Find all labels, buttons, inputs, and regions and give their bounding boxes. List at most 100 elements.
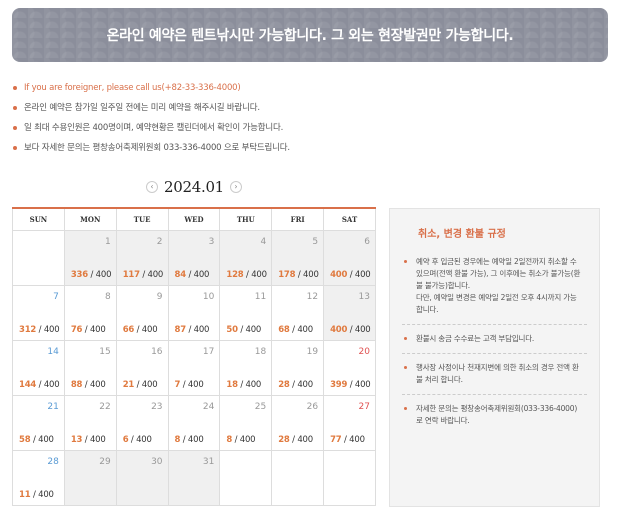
booked-count: 84 [174, 269, 187, 280]
weekday-header: SAT [323, 207, 376, 231]
count-separator: / [237, 379, 246, 390]
calendar-day-cell[interactable]: 11 50 / 400 [219, 284, 273, 341]
max-capacity: 400 [251, 269, 267, 280]
calendar-day-cell[interactable]: 21 58 / 400 [12, 394, 65, 451]
day-number: 25 [254, 401, 267, 412]
calendar-day-cell[interactable]: 6 400 / 400 [323, 229, 376, 286]
calendar-day-cell[interactable]: 15 88 / 400 [63, 339, 117, 396]
max-capacity: 400 [89, 434, 106, 445]
booked-count: 7 [174, 379, 181, 390]
max-capacity: 400 [354, 379, 371, 390]
bullet-icon [13, 86, 17, 90]
booked-count: 28 [278, 434, 290, 445]
booked-count: 399 [330, 379, 348, 390]
count-separator: / [82, 434, 90, 445]
count-separator: / [30, 434, 39, 445]
bullet-icon [404, 407, 407, 410]
count-separator: / [134, 324, 142, 335]
count-separator: / [185, 269, 194, 280]
count-separator: / [341, 434, 350, 445]
max-capacity: 400 [187, 434, 204, 445]
weekday-header: SUN [12, 207, 65, 231]
booked-count: 21 [122, 379, 135, 390]
max-capacity: 400 [297, 434, 313, 445]
calendar-day-cell[interactable]: 3 84 / 400 [167, 229, 221, 286]
calendar-day-cell[interactable]: 17 7 / 400 [167, 339, 221, 396]
booked-count: 66 [122, 324, 135, 335]
booked-count: 50 [226, 324, 238, 335]
policy-title: 취소, 변경 환불 규정 [418, 229, 506, 240]
max-capacity: 400 [187, 379, 204, 390]
calendar-day-cell[interactable]: 14 144 / 400 [12, 339, 65, 396]
calendar-day-cell[interactable]: 19 28 / 400 [271, 339, 325, 396]
count-separator: / [237, 324, 246, 335]
max-capacity: 400 [89, 324, 106, 335]
calendar-day-cell[interactable]: 10 87 / 400 [167, 284, 221, 341]
prev-month-button[interactable]: ‹ [146, 181, 158, 193]
reservation-calendar: SUN MON TUE WED THU FRI SAT 1 336 / 400 2 117 / 4… [12, 207, 376, 506]
booking-count: 68 / 400 [278, 325, 313, 335]
booked-count: 400 [330, 269, 348, 280]
calendar-day-cell[interactable]: 27 77 / 400 [323, 394, 376, 451]
max-capacity: 400 [38, 434, 54, 445]
day-number: 15 [99, 346, 111, 357]
max-capacity: 400 [136, 434, 152, 445]
calendar-day-cell[interactable]: 8 76 / 400 [63, 284, 117, 341]
calendar-day-cell[interactable]: 9 66 / 400 [115, 284, 169, 341]
weekday-header: FRI [271, 207, 325, 231]
max-capacity: 400 [297, 379, 313, 390]
day-number: 24 [202, 401, 215, 412]
calendar-day-cell[interactable]: 1 336 / 400 [63, 229, 117, 286]
calendar-day-cell[interactable]: 2 117 / 400 [115, 229, 169, 286]
notice-list: If you are foreigner, please call us(+82… [12, 82, 592, 162]
booked-count: 336 [70, 269, 88, 280]
day-number: 27 [358, 401, 370, 412]
month-label: 2024.01 [164, 178, 224, 196]
max-capacity: 400 [245, 324, 262, 335]
booking-count: 18 / 400 [226, 380, 261, 390]
notice-banner: 온라인 예약은 텐트낚시만 가능합니다. 그 외는 현장발권만 가능합니다. [12, 8, 608, 62]
refund-policy-box: 취소, 변경 환불 규정 예약 후 입금된 경우에는 예약일 2일전까지 취소할… [389, 208, 600, 507]
count-separator: / [180, 434, 188, 445]
next-month-button[interactable]: › [229, 181, 242, 193]
calendar-day-cell[interactable]: 26 28 / 400 [271, 394, 325, 451]
calendar-day-cell[interactable]: 4 128 / 400 [219, 229, 273, 286]
empty-day-cell [323, 449, 376, 506]
booking-count: 336 / 400 [70, 269, 112, 280]
calendar-day-cell[interactable]: 13 400 / 400 [323, 284, 376, 341]
day-number: 30 [151, 456, 163, 467]
day-number: 22 [99, 401, 111, 412]
booking-count: 84 / 400 [175, 270, 210, 280]
max-capacity: 400 [239, 434, 256, 445]
count-separator: / [295, 269, 304, 280]
booked-count: 6 [122, 434, 129, 445]
count-separator: / [289, 379, 298, 390]
count-separator: / [30, 489, 39, 500]
booked-count: 400 [330, 324, 348, 335]
calendar-week-row: 14 144 / 400 15 88 / 400 16 21 / 400 17 7 / 400… [12, 339, 376, 396]
calendar-day-cell[interactable]: 22 13 / 400 [63, 394, 117, 451]
booking-count: 77 / 400 [330, 435, 365, 445]
day-number: 31 [202, 456, 215, 467]
policy-item: 예약 후 입금된 경우에는 예약일 2일전까지 취소할 수 있으며(전액 환불 … [402, 256, 587, 325]
calendar-day-cell[interactable]: 18 18 / 400 [219, 339, 273, 396]
calendar-day-cell[interactable]: 16 21 / 400 [115, 339, 169, 396]
calendar-day-cell[interactable]: 25 8 / 400 [219, 394, 273, 451]
weekday-header: MON [63, 207, 117, 231]
calendar-day-cell[interactable]: 20 399 / 400 [323, 339, 376, 396]
bullet-icon [13, 106, 17, 110]
calendar-day-cell[interactable]: 7 312 / 400 [12, 284, 65, 341]
calendar-day-cell[interactable]: 23 6 / 400 [115, 394, 169, 451]
calendar-day-cell[interactable]: 12 68 / 400 [271, 284, 325, 341]
max-capacity: 400 [43, 324, 60, 335]
day-number: 23 [151, 401, 163, 412]
weekday-header: TUE [115, 207, 169, 231]
calendar-day-cell[interactable]: 5 178 / 400 [271, 229, 325, 286]
policy-item: 환불시 송금 수수료는 고객 부담입니다. [402, 333, 587, 354]
max-capacity: 400 [89, 379, 106, 390]
count-separator: / [134, 379, 142, 390]
calendar-day-cell[interactable]: 24 8 / 400 [167, 394, 221, 451]
booked-count: 28 [278, 379, 290, 390]
calendar-day-cell[interactable]: 28 11 / 400 [12, 449, 65, 506]
booked-count: 18 [226, 379, 238, 390]
